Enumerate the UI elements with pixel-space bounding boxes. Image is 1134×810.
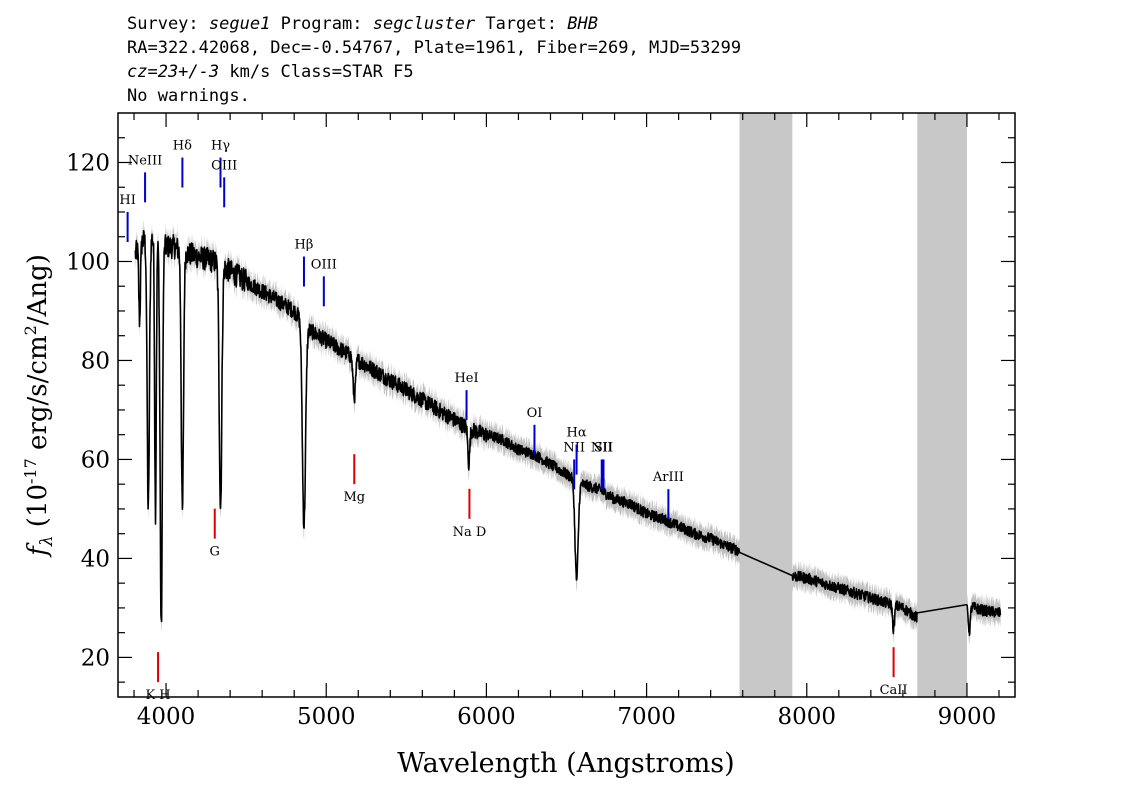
y-tick-label-100: 100 bbox=[66, 249, 110, 275]
x-tick-label-8000: 8000 bbox=[777, 704, 836, 730]
emission-line-label-11: NII bbox=[591, 440, 613, 455]
y-axis-label-rest2: erg/s/cm bbox=[23, 335, 53, 458]
emission-line-label-1: NeIII bbox=[128, 153, 162, 168]
spectrum-mask-bridge-1 bbox=[917, 603, 968, 614]
absorption-line-label-1: G bbox=[210, 545, 220, 560]
absorption-line-label-2: Mg bbox=[343, 490, 365, 505]
target-label: Target: bbox=[485, 14, 557, 34]
spectrum-segment-0 bbox=[134, 230, 741, 623]
error-band-1 bbox=[792, 560, 918, 645]
y-tick-label-40: 40 bbox=[81, 546, 110, 572]
spectrum-segment-2 bbox=[966, 601, 1002, 636]
y-axis-label-rest: (10 bbox=[23, 484, 53, 536]
emission-line-label-12: SII bbox=[594, 440, 613, 455]
header-line-coords: RA=322.42068, Dec=-0.54767, Plate=1961, … bbox=[127, 38, 742, 58]
emission-line-label-8: OI bbox=[527, 406, 543, 421]
plot-frame bbox=[117, 112, 1016, 698]
program-value: segcluster bbox=[372, 14, 476, 34]
emission-line-label-4: OIII bbox=[211, 158, 237, 173]
absorption-line-label-0: K H bbox=[145, 688, 170, 703]
emission-line-label-0: HI bbox=[119, 193, 135, 208]
absorption-line-label-4: CaII bbox=[880, 683, 908, 698]
y-axis-label-exp: -17 bbox=[21, 458, 40, 484]
target-value: BHB bbox=[567, 14, 598, 34]
spectrum-header: Survey: segue1 Program: segcluster Targe… bbox=[127, 12, 741, 108]
emission-line-label-9: NII bbox=[563, 440, 585, 455]
header-line-redshift: cz=23+/-3 km/s Class=STAR F5 bbox=[127, 60, 741, 84]
y-tick-label-120: 120 bbox=[66, 150, 110, 176]
emission-line-label-3: Hγ bbox=[211, 139, 230, 154]
masked-region-0 bbox=[739, 113, 793, 697]
y-axis-label-rest3: /Ang) bbox=[23, 254, 53, 325]
emission-line-label-7: HeI bbox=[454, 371, 478, 386]
y-axis-label-exp2: 2 bbox=[21, 325, 40, 335]
x-tick-label-9000: 9000 bbox=[938, 704, 997, 730]
header-line-warnings: No warnings. bbox=[127, 86, 250, 106]
y-tick-label-80: 80 bbox=[81, 348, 110, 374]
masked-region-1 bbox=[917, 113, 967, 697]
emission-line-label-5: Hβ bbox=[295, 238, 314, 253]
survey-value: segue1 bbox=[208, 14, 271, 34]
x-tick-label-7000: 7000 bbox=[617, 704, 676, 730]
error-band-0 bbox=[135, 219, 740, 633]
x-axis-label: Wavelength (Angstroms) bbox=[397, 748, 734, 779]
program-label: Program: bbox=[280, 14, 363, 34]
absorption-line-label-3: Na D bbox=[453, 525, 487, 540]
redshift-value: cz=23+/-3 bbox=[127, 62, 220, 82]
spectrum-segment-1 bbox=[791, 570, 918, 635]
emission-line-label-10: Hα bbox=[567, 426, 587, 441]
y-axis-label: fλ (10-17 erg/s/cm2/Ang) bbox=[21, 254, 57, 558]
emission-line-label-6: OIII bbox=[311, 257, 337, 272]
redshift-unit: km/s Class=STAR F5 bbox=[219, 62, 414, 82]
spectrum-mask-bridge-0 bbox=[739, 551, 793, 577]
y-axis-label-sub: λ bbox=[37, 535, 57, 547]
header-line-survey: Survey: segue1 Program: segcluster Targe… bbox=[127, 12, 741, 36]
emission-line-label-13: ArIII bbox=[652, 470, 684, 485]
x-tick-label-6000: 6000 bbox=[457, 704, 516, 730]
error-band-2 bbox=[966, 591, 1001, 646]
x-tick-label-5000: 5000 bbox=[297, 704, 356, 730]
x-tick-label-4000: 4000 bbox=[137, 704, 196, 730]
y-tick-label-20: 20 bbox=[81, 645, 110, 671]
survey-label: Survey: bbox=[127, 14, 199, 34]
emission-line-label-2: Hδ bbox=[173, 139, 192, 154]
y-tick-label-60: 60 bbox=[81, 447, 110, 473]
